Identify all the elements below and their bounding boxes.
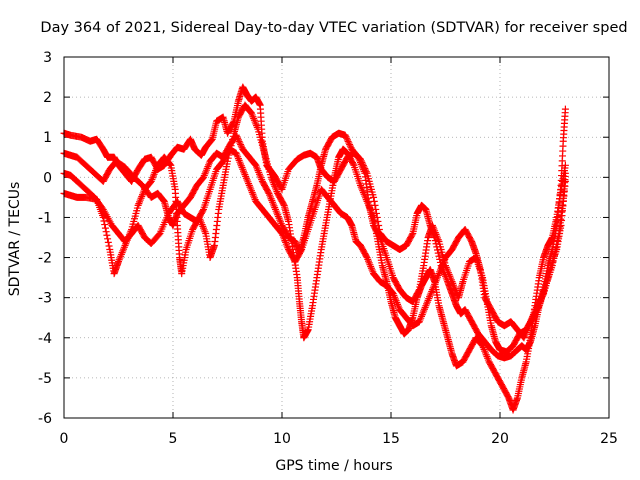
data-point: [101, 221, 109, 229]
data-point: [349, 160, 357, 168]
data-point: [561, 161, 569, 169]
data-point: [103, 231, 111, 239]
data-point: [362, 252, 370, 260]
data-point: [229, 135, 237, 143]
y-tick-label: 0: [43, 170, 52, 186]
data-point: [342, 133, 350, 141]
data-point: [226, 145, 234, 153]
data-point: [434, 249, 442, 257]
y-tick-label: -5: [38, 371, 52, 387]
data-point: [101, 224, 109, 232]
data-point: [104, 235, 112, 243]
x-tick-label: 25: [600, 431, 618, 447]
y-tick-label: -6: [38, 411, 52, 427]
x-tick-label: 15: [382, 431, 400, 447]
data-point: [234, 134, 242, 142]
x-tick-label: 5: [169, 431, 178, 447]
data-point: [236, 139, 244, 147]
data-point: [346, 142, 354, 150]
data-point: [408, 231, 416, 239]
x-axis-label: GPS time / hours: [275, 458, 392, 474]
data-point: [102, 228, 110, 236]
data-point: [228, 139, 236, 147]
data-point: [370, 193, 378, 201]
series-track-a: [60, 83, 569, 362]
data-point: [100, 217, 108, 225]
y-tick-label: -1: [38, 210, 52, 226]
y-axis-label: SDTVAR / TECUs: [7, 182, 23, 297]
data-point: [237, 142, 245, 150]
data-layer: [60, 83, 569, 414]
data-point: [227, 142, 235, 150]
y-tick-label: 3: [43, 50, 52, 66]
data-point: [105, 242, 113, 250]
data-point: [343, 134, 351, 142]
plot-frame: [63, 56, 610, 419]
y-tick-label: -2: [38, 251, 52, 267]
y-tick-label: 1: [43, 130, 52, 146]
series-track-d: [60, 101, 569, 414]
data-point: [264, 188, 272, 196]
x-tick-label: 0: [60, 431, 69, 447]
data-point: [343, 136, 351, 144]
data-point: [199, 207, 207, 215]
data-point: [225, 151, 233, 159]
data-point: [166, 160, 174, 168]
y-tick-label: 2: [43, 90, 52, 106]
x-tick-label: 20: [491, 431, 509, 447]
series-track-b: [60, 129, 569, 356]
data-point: [344, 137, 352, 145]
chart-title: Day 364 of 2021, Sidereal Day-to-day VTE…: [40, 20, 627, 36]
data-point: [235, 137, 243, 145]
data-point: [561, 105, 569, 113]
data-point: [345, 139, 353, 147]
y-tick-label: -3: [38, 291, 52, 307]
data-point: [539, 291, 547, 299]
data-point: [237, 141, 245, 149]
data-point: [229, 132, 237, 140]
data-point: [346, 141, 354, 149]
data-point: [104, 238, 112, 246]
data-point: [224, 154, 232, 162]
y-tick-label: -4: [38, 331, 52, 347]
data-point: [224, 157, 231, 165]
x-tick-label: 10: [273, 431, 291, 447]
data-point: [279, 200, 287, 208]
data-point: [99, 213, 107, 221]
data-point: [226, 148, 234, 156]
data-point: [435, 252, 443, 260]
data-point: [297, 247, 305, 255]
data-point: [341, 131, 349, 139]
